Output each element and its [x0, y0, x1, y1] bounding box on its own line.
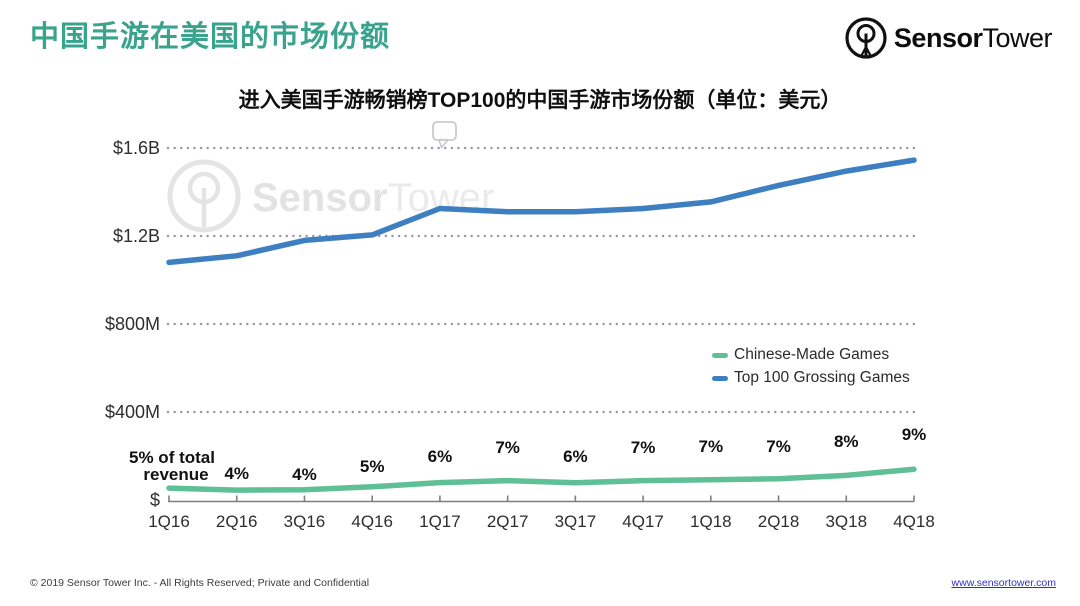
x-axis-tick-label: 2Q17	[487, 512, 529, 531]
sensortower-logo-icon	[845, 17, 887, 59]
watermark-logo-icon	[167, 159, 241, 233]
logo-text-light: Tower	[982, 22, 1052, 53]
series-line-top-100-grossing-games	[166, 157, 917, 266]
first-point-annotation-line1: 5% of total	[129, 448, 215, 467]
watermark-text: SensorTower	[252, 176, 494, 220]
percent-label: 7%	[699, 437, 724, 456]
first-point-annotation-line2: revenue	[143, 465, 208, 484]
x-axis-tick-label: 1Q18	[690, 512, 732, 531]
percent-label: 6%	[428, 447, 453, 466]
x-axis-tick-label: 2Q16	[216, 512, 258, 531]
percent-label: 7%	[495, 438, 520, 457]
y-axis-tick-label: $400M	[105, 402, 160, 422]
legend-label: Top 100 Grossing Games	[734, 369, 910, 386]
sensortower-logo: SensorTower	[844, 16, 1052, 60]
percent-label: 9%	[902, 425, 927, 444]
x-axis-tick-label: 1Q17	[419, 512, 461, 531]
chart-legend: Chinese-Made Games Top 100 Grossing Game…	[712, 346, 910, 387]
legend-label: Chinese-Made Games	[734, 346, 890, 363]
x-axis-tick-label: 3Q17	[555, 512, 597, 531]
page-title: 中国手游在美国的市场份额	[30, 21, 391, 53]
y-axis-tick-label: $	[150, 490, 160, 510]
sensortower-logo-text: SensorTower	[893, 22, 1053, 54]
legend-swatch-blue	[712, 375, 728, 381]
percent-label: 6%	[563, 447, 588, 466]
x-axis-tick-label: 1Q16	[148, 512, 190, 531]
x-axis-tick-label: 4Q16	[351, 512, 393, 531]
footer-copyright: © 2019 Sensor Tower Inc. - All Rights Re…	[30, 577, 370, 589]
x-axis-tick-label: 4Q17	[622, 512, 664, 531]
legend-item-top100-grossing-games: Top 100 Grossing Games	[712, 369, 910, 387]
speech-bubble-icon	[432, 121, 457, 141]
percent-label: 8%	[834, 432, 859, 451]
y-axis-tick-label: $1.6B	[113, 138, 160, 158]
legend-item-chinese-made-games: Chinese-Made Games	[712, 346, 910, 364]
percent-label: 4%	[224, 464, 249, 483]
percent-label: 4%	[292, 465, 317, 484]
y-axis-tick-label: $800M	[105, 314, 160, 334]
footer-website-link[interactable]: www.sensortower.com	[951, 577, 1056, 589]
legend-swatch-green	[712, 352, 728, 358]
x-axis-tick-label: 4Q18	[893, 512, 935, 531]
percent-label: 7%	[766, 437, 791, 456]
percent-label: 7%	[631, 438, 656, 457]
chart-title: 进入美国手游畅销榜TOP100的中国手游市场份额（单位：美元）	[238, 89, 842, 112]
x-axis-tick-label: 3Q18	[825, 512, 867, 531]
speech-bubble-tail	[438, 139, 450, 149]
x-axis-tick-label: 2Q18	[758, 512, 800, 531]
percent-label: 5%	[360, 457, 385, 476]
logo-text-bold: Sensor	[893, 22, 983, 53]
series-line-chinese-made-games	[166, 466, 917, 493]
y-axis-tick-label: $1.2B	[113, 226, 160, 246]
x-axis-tick-label: 3Q16	[284, 512, 326, 531]
